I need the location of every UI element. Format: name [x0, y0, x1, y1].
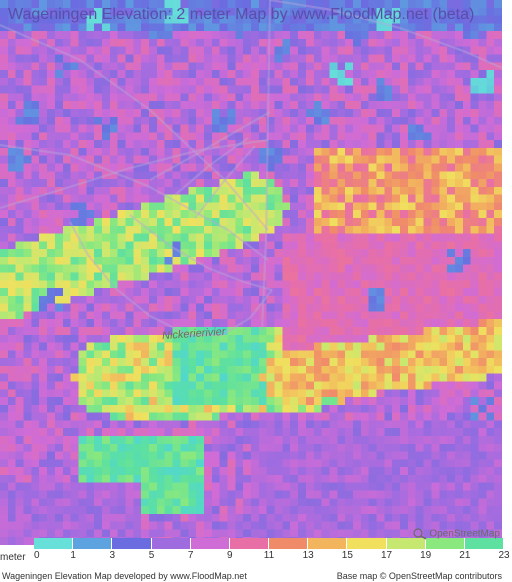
map-title: Wageningen Elevation: 2 meter Map by www…: [8, 6, 474, 24]
legend-tick: 21: [459, 550, 470, 561]
legend-tick: 9: [227, 550, 233, 561]
legend-tick: 5: [149, 550, 155, 561]
footer-credit-left: Wageningen Elevation Map developed by ww…: [2, 571, 247, 581]
legend-cell: [191, 538, 230, 549]
footer-credit-right: Base map © OpenStreetMap contributors: [337, 571, 502, 581]
legend-cell: [73, 538, 112, 549]
legend-tick: 0: [34, 550, 40, 561]
legend-tick: 17: [381, 550, 392, 561]
legend-cell: [34, 538, 73, 549]
legend-tick: 1: [70, 550, 76, 561]
legend-tick: 13: [303, 550, 314, 561]
page-container: Nickerierivier Wageningen Elevation: 2 m…: [0, 0, 512, 582]
osm-text: OpenStreetMap: [429, 529, 500, 540]
legend-unit-label: meter: [0, 552, 26, 563]
legend-cell: [152, 538, 191, 549]
elevation-map[interactable]: Nickerierivier: [0, 0, 502, 545]
osm-attribution: OpenStreetMap: [413, 528, 500, 540]
magnifier-icon: [413, 528, 429, 540]
legend-cell: [347, 538, 386, 549]
legend-tick: 23: [498, 550, 509, 561]
legend-tick: 11: [264, 550, 274, 561]
legend-tick: 15: [342, 550, 353, 561]
legend-ticks: 01357911131517192123: [34, 550, 504, 564]
color-legend: meter 01357911131517192123: [0, 538, 512, 568]
heatmap-canvas: [0, 0, 502, 545]
legend-tick: 19: [420, 550, 431, 561]
legend-cell: [308, 538, 347, 549]
legend-tick: 3: [110, 550, 116, 561]
legend-cell: [112, 538, 151, 549]
legend-tick: 7: [188, 550, 194, 561]
legend-cell: [269, 538, 308, 549]
legend-cell: [230, 538, 269, 549]
